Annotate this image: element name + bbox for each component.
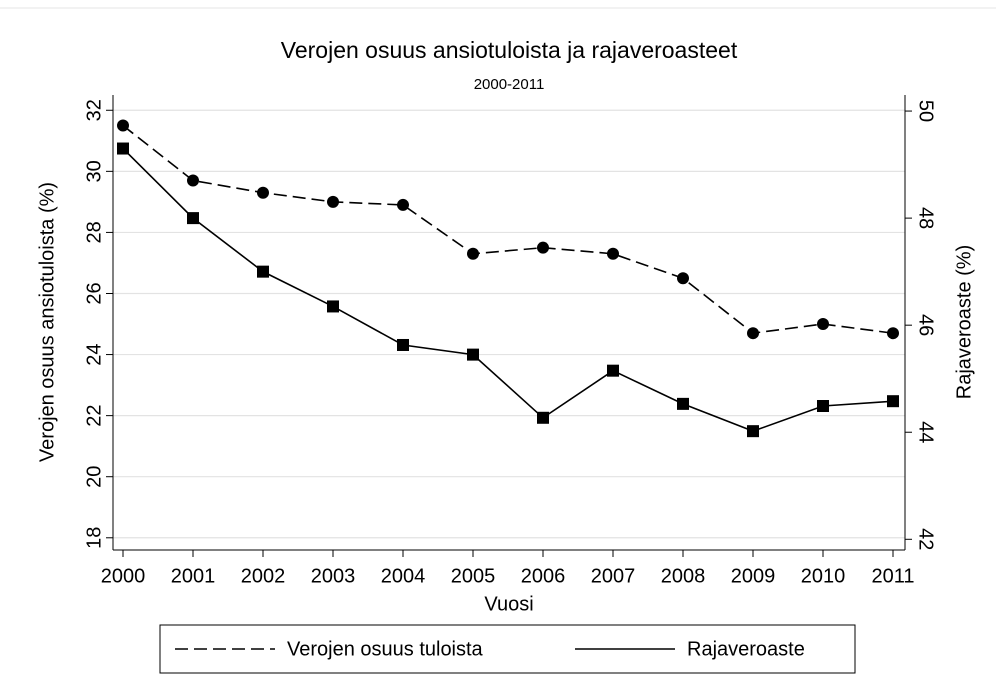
circle-marker bbox=[817, 318, 829, 331]
circle-marker bbox=[887, 327, 899, 340]
chart-subtitle: 2000-2011 bbox=[474, 76, 545, 93]
y2-tick-label: 48 bbox=[915, 207, 937, 229]
square-marker bbox=[887, 395, 899, 408]
square-marker bbox=[327, 300, 339, 313]
y-tick-label: 18 bbox=[83, 527, 105, 549]
x-tick-label: 2007 bbox=[591, 565, 636, 587]
x-tick-label: 2008 bbox=[661, 565, 706, 587]
x-tick-label: 2001 bbox=[171, 565, 216, 587]
square-marker bbox=[747, 425, 759, 438]
y-tick-label: 32 bbox=[83, 99, 105, 121]
circle-marker bbox=[257, 186, 269, 199]
x-tick-label: 2006 bbox=[521, 565, 566, 587]
y-tick-label: 28 bbox=[83, 221, 105, 243]
x-tick-label: 2009 bbox=[731, 565, 776, 587]
square-marker bbox=[607, 364, 619, 377]
x-tick-label: 2011 bbox=[871, 565, 914, 587]
y-tick-label: 22 bbox=[83, 405, 105, 427]
y-tick-label: 24 bbox=[83, 343, 105, 365]
circle-marker bbox=[677, 272, 689, 285]
y-tick-label: 26 bbox=[83, 282, 105, 304]
circle-marker bbox=[187, 174, 199, 187]
circle-marker bbox=[467, 247, 479, 260]
x-tick-label: 2010 bbox=[801, 565, 846, 587]
x-tick-label: 2004 bbox=[381, 565, 426, 587]
y2-tick-label: 42 bbox=[915, 528, 937, 550]
x-tick-label: 2005 bbox=[451, 565, 496, 587]
square-marker bbox=[467, 348, 479, 361]
circle-marker bbox=[537, 241, 549, 254]
x-tick-label: 2000 bbox=[101, 565, 146, 587]
square-marker bbox=[117, 142, 129, 155]
series-line bbox=[122, 147, 894, 433]
circle-marker bbox=[607, 247, 619, 260]
y2-tick-label: 50 bbox=[915, 100, 937, 122]
x-tick-label: 2002 bbox=[241, 565, 286, 587]
y-tick-label: 30 bbox=[83, 160, 105, 182]
y-tick-label: 20 bbox=[83, 466, 105, 488]
circle-marker bbox=[397, 198, 409, 211]
legend-box bbox=[159, 624, 856, 674]
square-marker bbox=[817, 400, 829, 413]
square-marker bbox=[537, 411, 549, 424]
circle-marker bbox=[117, 119, 129, 132]
legend-label: Verojen osuus tuloista bbox=[287, 638, 484, 660]
y2-axis-label: Rajaveroaste (%) bbox=[953, 245, 975, 400]
y2-tick-label: 44 bbox=[915, 421, 937, 443]
legend-label: Rajaveroaste bbox=[687, 638, 805, 660]
chart-title: Verojen osuus ansiotuloista ja rajaveroa… bbox=[281, 37, 738, 63]
y-axis-label: Verojen osuus ansiotuloista (%) bbox=[36, 182, 58, 462]
circle-marker bbox=[747, 327, 759, 340]
circle-marker bbox=[327, 195, 339, 208]
series-line bbox=[122, 124, 894, 335]
x-axis-label: Vuosi bbox=[484, 593, 533, 615]
x-tick-label: 2003 bbox=[311, 565, 356, 587]
y2-tick-label: 46 bbox=[915, 314, 937, 336]
square-marker bbox=[397, 338, 409, 351]
square-marker bbox=[257, 265, 269, 278]
square-marker bbox=[187, 212, 199, 225]
square-marker bbox=[677, 397, 689, 410]
